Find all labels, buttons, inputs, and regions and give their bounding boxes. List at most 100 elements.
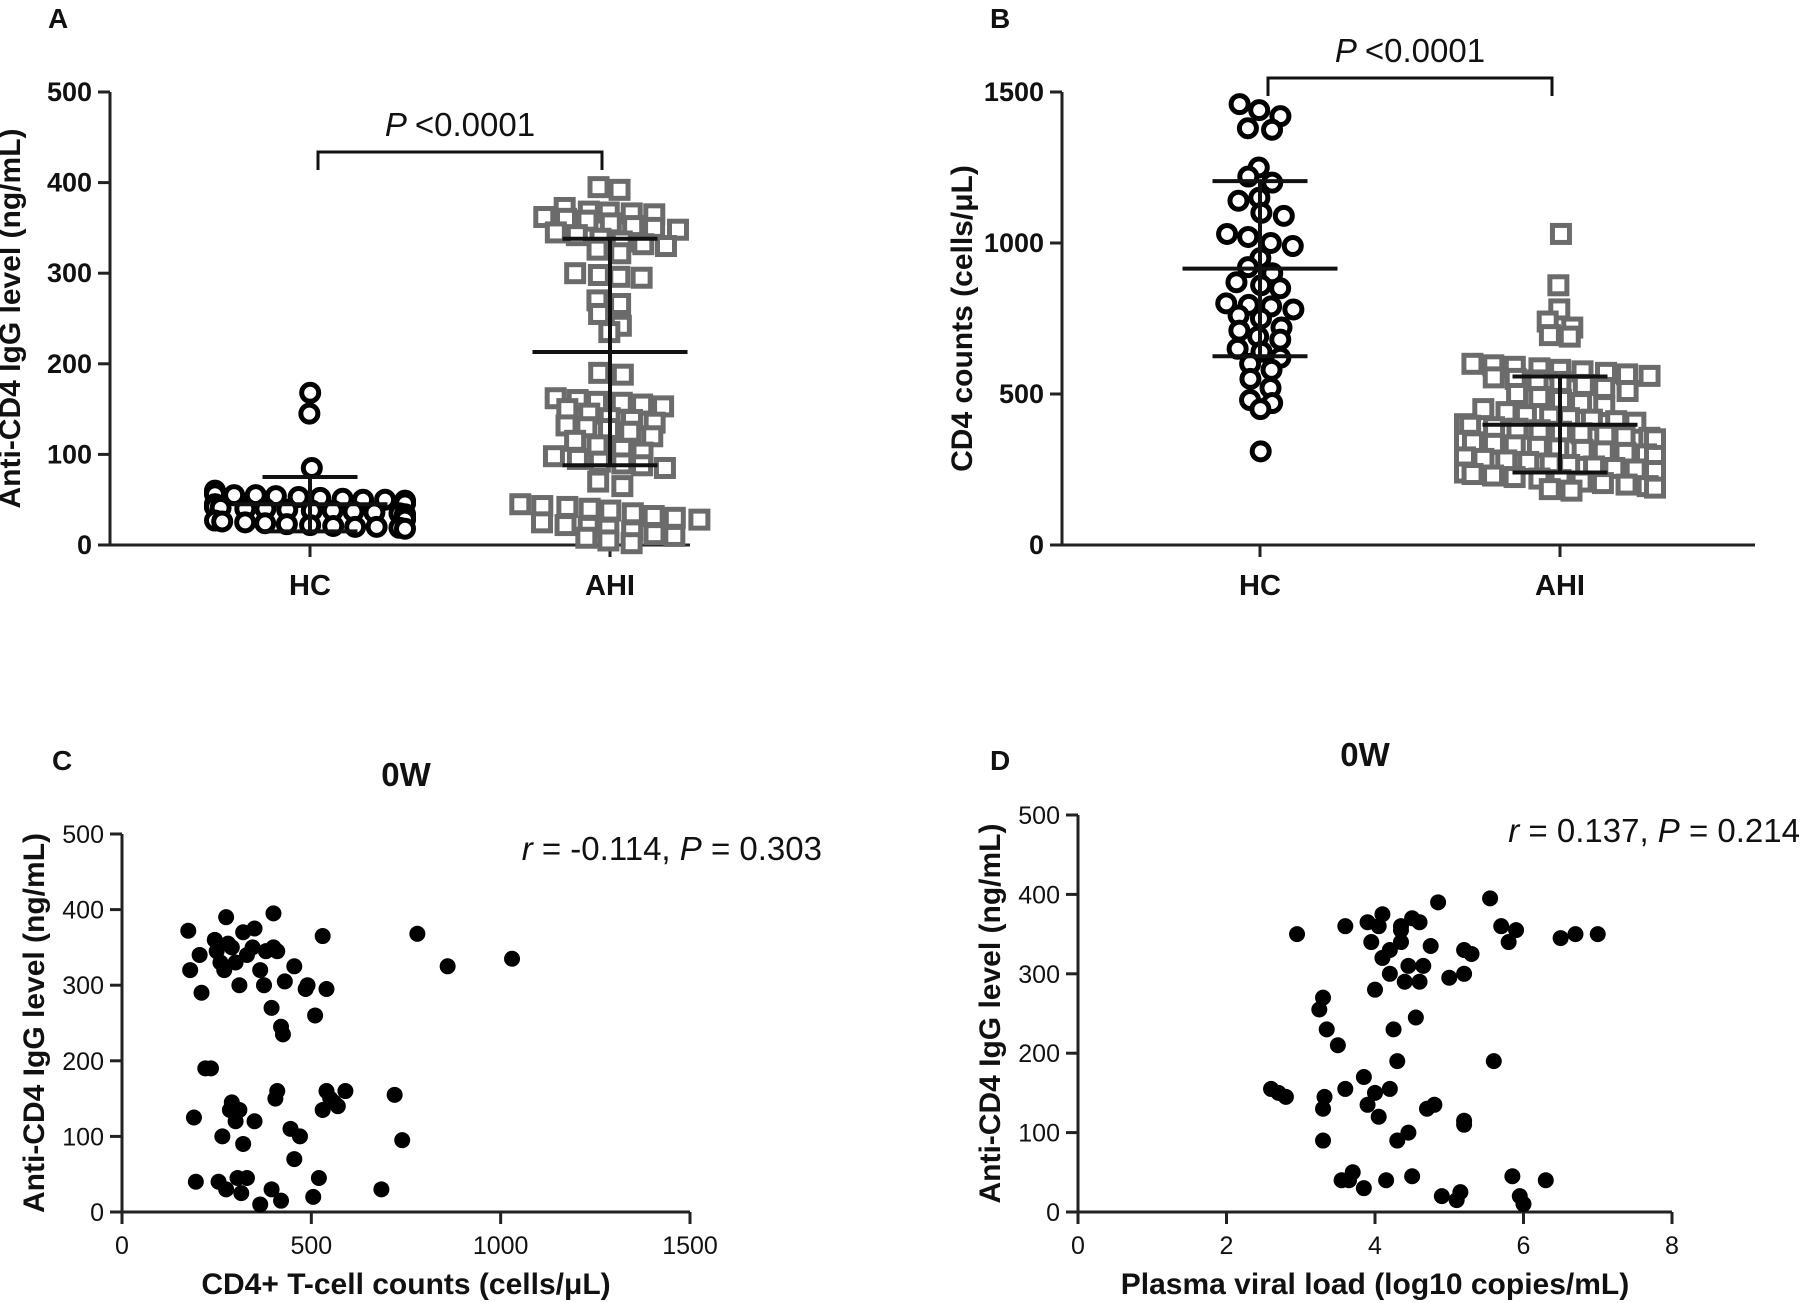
data-point <box>1482 890 1499 907</box>
data-point <box>1344 1164 1361 1181</box>
data-point <box>1392 922 1409 939</box>
p-value: <0.0001 <box>1365 32 1485 69</box>
data-point <box>305 1188 322 1205</box>
data-point <box>1316 1088 1333 1105</box>
data-point-square <box>642 505 665 528</box>
data-point <box>1426 1096 1443 1113</box>
data-point <box>223 939 240 956</box>
data-point-square <box>588 361 611 384</box>
data-point <box>263 999 280 1016</box>
data-point <box>1355 1069 1372 1086</box>
data-point-circle <box>1249 440 1272 463</box>
data-point-square <box>1572 373 1595 396</box>
data-point <box>235 1135 252 1152</box>
category-label: HC <box>289 570 331 602</box>
data-point-square <box>1644 476 1666 499</box>
data-point-square <box>608 178 631 201</box>
data-point-square <box>1549 222 1572 245</box>
data-point <box>1392 934 1409 951</box>
data-point <box>1359 1096 1376 1113</box>
data-point <box>1396 973 1413 990</box>
data-point <box>202 1060 219 1077</box>
data-point-square <box>597 529 620 552</box>
data-point-circle <box>1227 189 1250 212</box>
r-value: = -0.114, <box>533 830 680 867</box>
data-point-square <box>544 221 567 244</box>
data-point-square <box>609 293 632 316</box>
data-point-square <box>587 264 610 287</box>
data-point <box>1277 1088 1294 1105</box>
data-point-circle <box>1236 117 1259 140</box>
data-point-square <box>1560 479 1583 502</box>
data-point <box>386 1086 403 1103</box>
data-point <box>1430 894 1447 911</box>
data-point-circle <box>394 517 416 540</box>
data-point <box>274 1026 291 1043</box>
y-axis-title: Anti-CD4 IgG level (ng/mL) <box>18 833 51 1213</box>
data-point <box>1337 918 1354 935</box>
data-point-square <box>1528 386 1551 409</box>
data-point <box>1378 1172 1395 1189</box>
data-point <box>231 1101 248 1118</box>
data-point-square <box>1538 324 1561 347</box>
data-point-square <box>619 420 642 443</box>
data-point <box>1367 1084 1383 1101</box>
data-point-square <box>556 495 579 518</box>
y-axis-title: Anti-CD4 IgG level (ng/mL) <box>0 128 27 508</box>
data-point <box>269 1083 286 1100</box>
data-point-circle <box>1260 358 1283 381</box>
data-point-square <box>565 224 588 247</box>
x-tick-label: 0 <box>1071 1232 1085 1260</box>
data-point-square <box>1461 463 1484 486</box>
data-point <box>269 943 286 960</box>
data-point-circle <box>1249 398 1272 421</box>
x-tick-label: 8 <box>1665 1232 1679 1260</box>
p-value: <0.0001 <box>415 106 535 143</box>
data-point-square <box>1538 478 1561 501</box>
data-point <box>1289 926 1306 943</box>
data-point <box>1389 1132 1406 1149</box>
data-point-circle <box>1269 277 1292 300</box>
data-point <box>314 1101 331 1118</box>
data-point <box>310 1169 327 1186</box>
data-point-square <box>1593 376 1616 399</box>
y-tick-label: 400 <box>47 168 92 198</box>
data-point-square <box>587 176 610 199</box>
data-point <box>180 922 197 939</box>
y-tick-label: 200 <box>1018 1040 1060 1068</box>
y-axis-title: Anti-CD4 IgG level (ng/mL) <box>974 823 1007 1203</box>
data-point <box>373 1181 390 1198</box>
panel-d: D 0 100 200 300 400 500 Anti-CD4 IgG level (ng… <box>974 736 1800 1301</box>
y-tick-label: 300 <box>47 258 92 288</box>
data-point <box>233 1185 250 1202</box>
data-point <box>1329 1037 1346 1054</box>
data-point-square <box>587 470 610 493</box>
data-point-square <box>588 302 611 325</box>
data-point-circle <box>1248 99 1271 122</box>
plot-title: 0W <box>1340 736 1390 773</box>
y-tick-label: 500 <box>1018 802 1060 830</box>
data-point-square <box>531 511 554 534</box>
data-point <box>299 977 316 994</box>
data-point <box>314 928 331 945</box>
data-point <box>246 920 263 937</box>
data-point <box>1318 1021 1335 1038</box>
p-italic: P <box>1335 32 1365 69</box>
significance-label: P <0.0001 <box>385 106 535 143</box>
data-point-square <box>578 497 601 520</box>
data-point-circle <box>1215 292 1238 315</box>
data-point-circle <box>1237 225 1260 248</box>
data-point-circle <box>234 511 257 534</box>
x-axis-title: CD4+ T-cell counts (cells/μL) <box>201 1268 610 1301</box>
data-point-square <box>588 450 611 473</box>
y-tick-label: 100 <box>62 1123 104 1151</box>
data-point <box>1508 922 1525 939</box>
y-tick-label: 0 <box>1046 1199 1060 1227</box>
data-point-square <box>666 218 689 241</box>
data-point <box>1589 926 1606 943</box>
x-tick-label: 500 <box>290 1232 332 1260</box>
data-point <box>218 1181 235 1198</box>
data-point-square <box>1558 325 1581 348</box>
data-point-circle <box>298 402 321 425</box>
data-point <box>1404 1168 1421 1185</box>
